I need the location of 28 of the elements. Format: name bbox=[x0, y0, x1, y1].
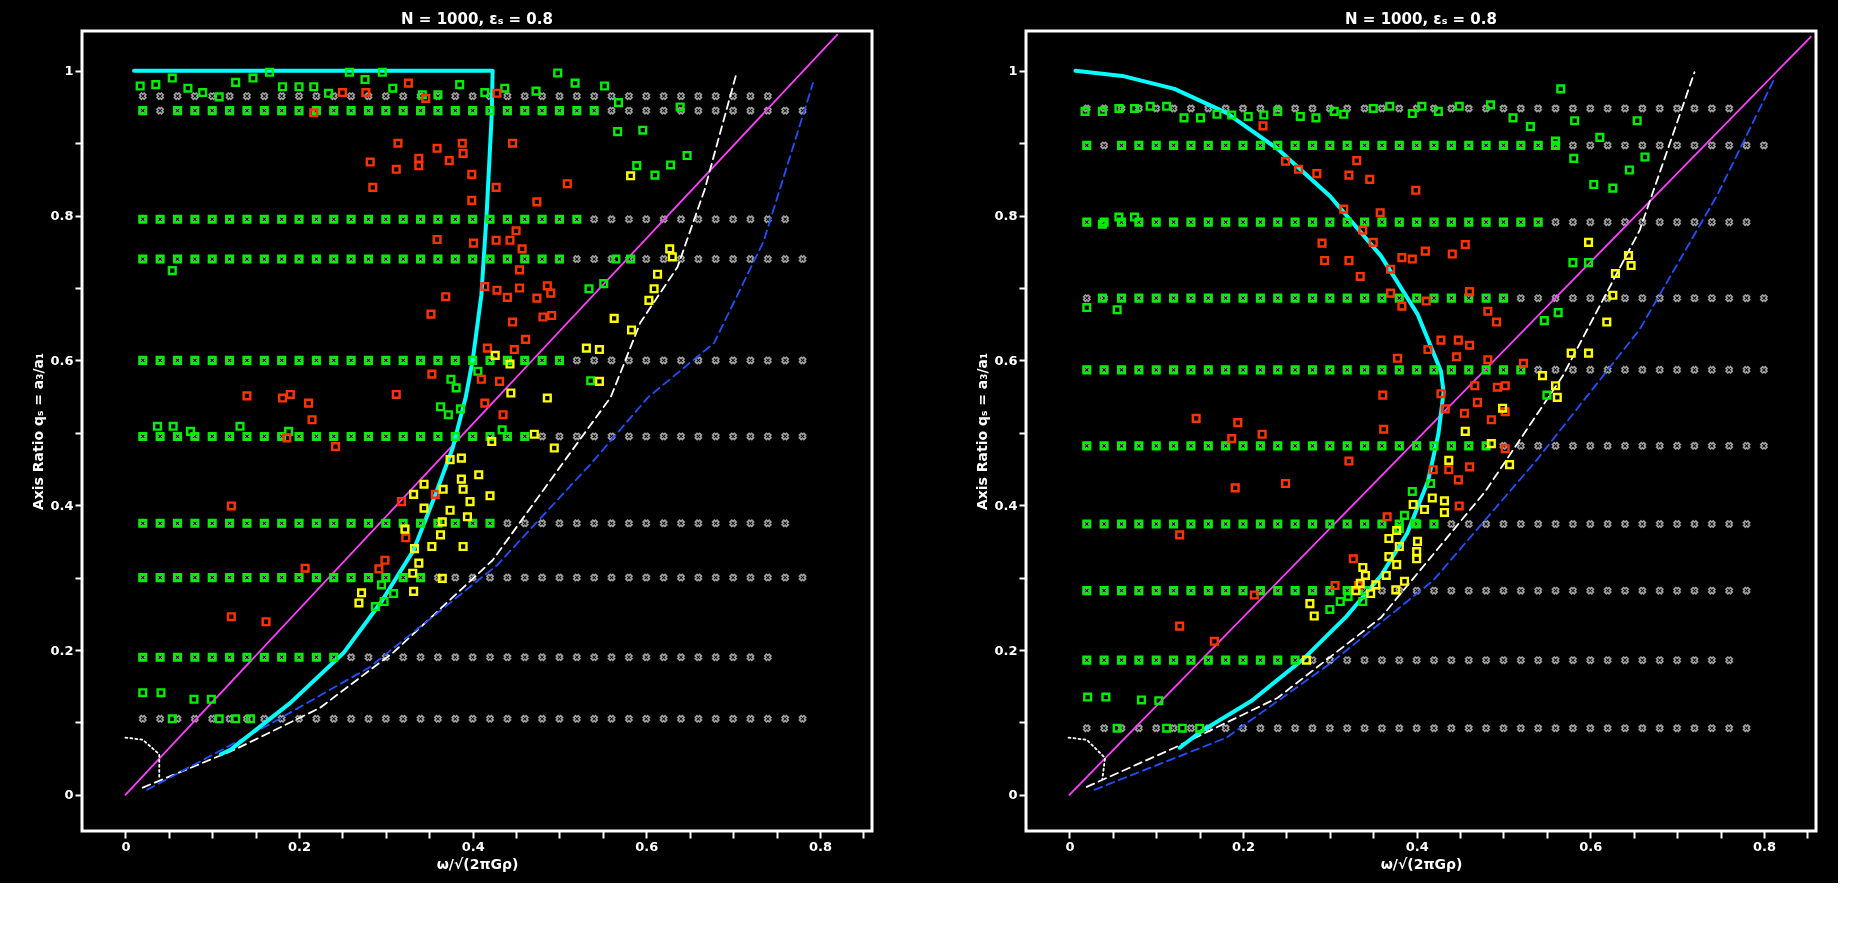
x-tick-label: 0.8 bbox=[808, 838, 832, 854]
x-tick-label: 0.6 bbox=[635, 838, 659, 854]
y-tick-label: 0.8 bbox=[50, 208, 74, 224]
chart-title: N = 1000, εₛ = 0.8 bbox=[401, 10, 553, 28]
x-tick-label: 0.2 bbox=[1232, 838, 1256, 854]
chart-title: N = 1000, εₛ = 0.8 bbox=[1345, 10, 1497, 28]
x-axis-title: ω/√(2πGρ) bbox=[1380, 855, 1463, 872]
y-axis-title: Axis Ratio qₛ = a₃/a₁ bbox=[974, 352, 991, 511]
y-tick-label: 0.2 bbox=[50, 642, 74, 658]
x-tick-label: 0.4 bbox=[1405, 838, 1429, 854]
x-tick-label: 0.4 bbox=[461, 838, 485, 854]
x-tick-label: 0 bbox=[121, 838, 131, 854]
y-tick-label: 0.8 bbox=[994, 208, 1018, 224]
y-tick-label: 0.6 bbox=[50, 352, 74, 368]
y-tick-label: 0.2 bbox=[994, 642, 1018, 658]
y-tick-label: 0 bbox=[1008, 787, 1018, 803]
y-tick-label: 0.4 bbox=[994, 497, 1018, 513]
y-tick-label: 1 bbox=[64, 63, 74, 79]
x-tick-label: 0.8 bbox=[1752, 838, 1776, 854]
y-tick-label: 0.6 bbox=[994, 352, 1018, 368]
x-axis-title: ω/√(2πGρ) bbox=[436, 855, 519, 872]
y-tick-label: 1 bbox=[1008, 63, 1018, 79]
y-tick-label: 0 bbox=[64, 787, 74, 803]
y-axis-title: Axis Ratio qₛ = a₃/a₁ bbox=[30, 352, 47, 511]
y-tick-label: 0.4 bbox=[50, 497, 74, 513]
x-tick-label: 0.6 bbox=[1579, 838, 1603, 854]
x-tick-label: 0.2 bbox=[288, 838, 312, 854]
x-tick-label: 0 bbox=[1065, 838, 1075, 854]
